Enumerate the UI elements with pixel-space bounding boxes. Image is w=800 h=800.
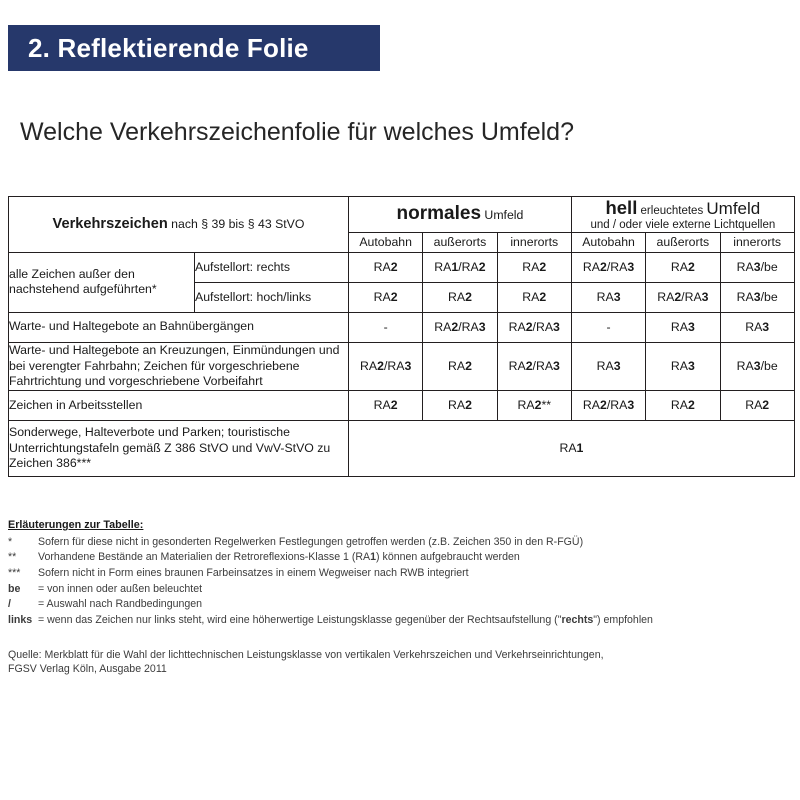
note-item: *** Sofern nicht in Form eines braunen Fa… — [8, 568, 792, 579]
note-text: = Auswahl nach Randbedingungen — [38, 598, 203, 611]
group-header-bright: hell erleuchtetes Umfeld und / oder viele… — [570, 196, 795, 233]
source-note: Quelle: Merkblatt für die Wahl der licht… — [8, 648, 792, 677]
column-header-1: außerorts — [422, 231, 498, 253]
slide-title: 2. Reflektierende Folie — [28, 32, 309, 63]
value-cell: RA1/RA2 — [422, 251, 498, 283]
value-cell: RA3 — [570, 281, 647, 313]
value-cell: RA2 — [347, 251, 424, 283]
table-corner-header: Verkehrszeichen nach § 39 bis § 43 StVO — [8, 196, 349, 253]
value-cell: RA3/be — [719, 251, 795, 283]
column-header-3: Autobahn — [570, 231, 647, 253]
value-cell: RA3 — [570, 341, 647, 391]
value-cell: RA2/RA3 — [496, 311, 572, 343]
group-bright-line-1: hell erleuchtetes Umfeld — [605, 197, 761, 218]
note-text: Sofern nicht in Form eines braunen Farbe… — [38, 566, 469, 579]
value-cell: RA2 — [645, 389, 721, 421]
corner-rest: nach § 39 bis § 43 StVO — [167, 217, 305, 232]
note-text: Vorhandene Bestände an Materialien der R… — [38, 551, 520, 564]
value-cell: RA2 — [347, 389, 424, 421]
note-key: be — [8, 582, 21, 595]
slide-title-bar: 2. Reflektierende Folie — [8, 25, 380, 71]
value-cell: RA2 — [422, 281, 498, 313]
note-item: ** Vorhandene Bestände an Materialien der… — [8, 552, 792, 563]
note-item: links = wenn das Zeichen nur links steht,… — [8, 613, 792, 626]
value-cell: RA2 — [422, 389, 498, 421]
value-cell: RA2 — [496, 251, 572, 283]
table-row: alle Zeichen außer den nachstehend aufge… — [8, 251, 795, 313]
group-header-normal: normales Umfeld — [348, 196, 572, 233]
value-cell: RA3/be — [719, 281, 795, 313]
column-header-2: innerorts — [496, 231, 572, 253]
value-cell: RA2 — [347, 281, 424, 313]
table-notes: Erläuterungen zur Tabelle: * Sofern für d… — [8, 520, 792, 630]
value-cell: RA3 — [645, 341, 721, 391]
table-row: Sonderwege, Halteverbote und Parken; tou… — [8, 419, 795, 477]
slide-subtitle: Welche Verkehrszeichenfolie für welches … — [20, 118, 574, 146]
value-cell: RA2/RA3 — [570, 389, 647, 421]
note-item: be = von innen oder außen beleuchtet — [8, 582, 792, 595]
value-cell: RA3/be — [719, 341, 795, 391]
column-header-5: innerorts — [719, 231, 795, 253]
row-sublabel: Aufstellort: hoch/links — [194, 281, 349, 313]
table-header-group-row: Verkehrszeichen nach § 39 bis § 43 StVO n… — [8, 196, 795, 253]
value-cell: RA2 — [496, 281, 572, 313]
sign-foil-table: Verkehrszeichen nach § 39 bis § 43 StVO n… — [8, 196, 795, 477]
value-cell: RA3 — [719, 311, 795, 343]
value-cell: RA3 — [645, 311, 721, 343]
notes-heading: Erläuterungen zur Tabelle: — [8, 519, 144, 531]
row-label: Zeichen in Arbeitsstellen — [8, 389, 349, 421]
group-normal-strong: normales — [396, 203, 482, 225]
note-key: ** — [8, 551, 17, 564]
table-row: Warte- und Haltegebote an Bahnübergängen… — [8, 311, 795, 343]
group-normal-rest: Umfeld — [481, 208, 524, 223]
value-cell: RA2** — [496, 389, 572, 421]
row-label: alle Zeichen außer den nachstehend aufge… — [8, 251, 195, 313]
table-row: Zeichen in Arbeitsstellen RA2 RA2 RA2** RA2/… — [8, 389, 795, 421]
column-header-0: Autobahn — [347, 231, 424, 253]
note-item: / = Auswahl nach Randbedingungen — [8, 599, 792, 610]
table-subheader-row: Autobahn außerorts innerorts Autobahn außero… — [9, 231, 795, 253]
sign-foil-table-container: Verkehrszeichen nach § 39 bis § 43 StVO n… — [8, 196, 795, 477]
note-key: *** — [8, 566, 21, 579]
column-header-4: außerorts — [645, 231, 721, 253]
value-cell: RA2/RA3 — [496, 341, 572, 391]
value-cell: RA2/RA3 — [422, 311, 498, 343]
value-cell: RA2/RA3 — [570, 251, 647, 283]
corner-strong: Verkehrszeichen — [52, 216, 168, 233]
table-row: Warte- und Haltegebote an Kreuzungen, Ei… — [8, 341, 795, 391]
note-text: Sofern für diese nicht in gesonderten Re… — [38, 535, 584, 548]
row-label: Warte- und Haltegebote an Kreuzungen, Ei… — [8, 341, 349, 391]
value-cell: RA2 — [719, 389, 795, 421]
group-bright-line-2: und / oder viele externe Lichtquellen — [590, 218, 776, 231]
value-cell: RA2/RA3 — [645, 281, 721, 313]
value-cell: RA2 — [645, 251, 721, 283]
row-label: Sonderwege, Halteverbote und Parken; tou… — [8, 419, 349, 477]
value-cell: RA2/RA3 — [347, 341, 424, 391]
note-text: = wenn das Zeichen nur links steht, wird… — [38, 613, 653, 626]
row-merged-value: RA1 — [348, 419, 795, 477]
note-item: * Sofern für diese nicht in gesonderten R… — [8, 537, 792, 548]
value-cell: - — [347, 311, 424, 343]
value-cell: RA2 — [422, 341, 498, 391]
source-line-1: Quelle: Merkblatt für die Wahl der licht… — [8, 649, 604, 661]
note-text: = von innen oder außen beleuchtet — [38, 582, 203, 595]
value-cell: - — [570, 311, 647, 343]
source-line-2: FGSV Verlag Köln, Ausgabe 2011 — [8, 663, 167, 676]
note-key: links — [8, 613, 33, 626]
row-sublabel: Aufstellort: rechts — [194, 251, 349, 283]
note-key: / — [8, 598, 11, 611]
note-key: * — [8, 535, 13, 548]
row-label: Warte- und Haltegebote an Bahnübergängen — [8, 311, 349, 343]
